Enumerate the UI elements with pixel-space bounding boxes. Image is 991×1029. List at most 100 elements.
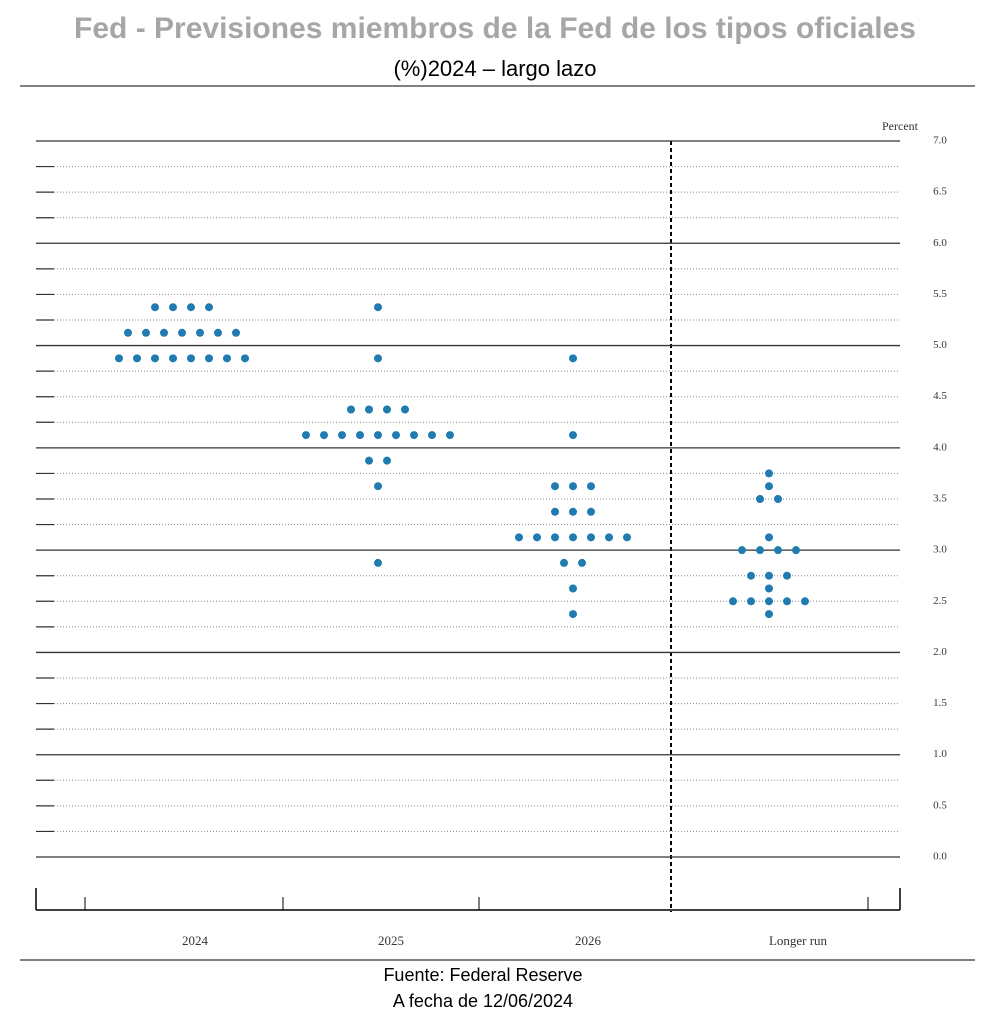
y-tick-label: 5.0 <box>933 339 947 351</box>
dot <box>765 533 773 542</box>
dot <box>205 303 213 312</box>
dot <box>383 405 391 414</box>
dot <box>223 354 231 363</box>
dot <box>205 354 213 363</box>
dot <box>774 546 782 555</box>
dot <box>551 533 559 542</box>
dot <box>124 328 132 337</box>
dot <box>738 546 746 555</box>
dot <box>792 546 800 555</box>
dot <box>151 303 159 312</box>
y-tick-label: 3.0 <box>933 544 947 556</box>
dot <box>747 571 755 580</box>
y-tick-label: 5.5 <box>933 288 947 300</box>
y-tick-label: 2.0 <box>933 646 947 658</box>
dot <box>187 354 195 363</box>
dot <box>374 303 382 312</box>
y-tick-label: 1.5 <box>933 697 947 709</box>
dot <box>169 354 177 363</box>
dot <box>515 533 523 542</box>
chart-title: Fed - Previsiones miembros de la Fed de … <box>74 12 916 45</box>
dot <box>374 558 382 567</box>
y-tick-label: 6.0 <box>933 237 947 249</box>
dot <box>765 482 773 491</box>
dot <box>187 303 195 312</box>
y-tick-label: 4.5 <box>933 390 947 402</box>
dot <box>551 507 559 516</box>
dot <box>347 405 355 414</box>
dot <box>801 597 809 606</box>
dot <box>765 584 773 593</box>
dot <box>783 597 791 606</box>
dot <box>241 354 249 363</box>
dot <box>115 354 123 363</box>
dot <box>302 431 310 440</box>
dot <box>765 469 773 478</box>
dot <box>374 354 382 363</box>
dot <box>756 546 764 555</box>
y-tick-label: 1.0 <box>933 748 947 760</box>
dot <box>587 482 595 491</box>
dot <box>356 431 364 440</box>
y-tick-label: 7.0 <box>933 135 947 147</box>
dot <box>569 431 577 440</box>
y-tick-label: 6.5 <box>933 186 947 198</box>
dot <box>569 507 577 516</box>
dot <box>410 431 418 440</box>
dot <box>783 571 791 580</box>
dot <box>569 584 577 593</box>
y-tick-label: 4.0 <box>933 441 947 453</box>
source: Fuente: Federal Reserve <box>383 965 582 985</box>
dot <box>551 482 559 491</box>
dot <box>587 533 595 542</box>
dot <box>569 482 577 491</box>
dot <box>392 431 400 440</box>
dot <box>142 328 150 337</box>
x-tick-label: 2025 <box>378 933 404 948</box>
dot <box>320 431 328 440</box>
y-tick-label: 2.5 <box>933 595 947 607</box>
y-tick-label: 0.5 <box>933 799 947 811</box>
dot <box>765 597 773 606</box>
dot <box>374 431 382 440</box>
dot <box>569 354 577 363</box>
dot <box>560 558 568 567</box>
dot <box>623 533 631 542</box>
y-tick-label: 0.0 <box>933 851 947 863</box>
dot <box>365 405 373 414</box>
y-tick-label: 3.5 <box>933 493 947 505</box>
dot <box>196 328 204 337</box>
dot <box>587 507 595 516</box>
dot <box>756 495 764 503</box>
dot <box>765 610 773 619</box>
dot <box>383 456 391 465</box>
y-axis-label: Percent <box>882 119 919 133</box>
dot <box>178 328 186 337</box>
date: A fecha de 12/06/2024 <box>393 991 573 1011</box>
dot <box>374 482 382 491</box>
dot <box>160 328 168 337</box>
dot <box>747 597 755 606</box>
dot <box>232 328 240 337</box>
dot <box>338 431 346 440</box>
dot <box>365 456 373 465</box>
dot <box>533 533 541 542</box>
dot <box>446 431 454 440</box>
dot <box>428 431 436 440</box>
chart-subtitle: (%)2024 – largo lazo <box>393 56 596 81</box>
x-tick-label: 2026 <box>575 933 602 948</box>
x-tick-label: 2024 <box>182 933 209 948</box>
dot <box>169 303 177 312</box>
dot <box>569 610 577 619</box>
dot <box>214 328 222 337</box>
dot <box>569 533 577 542</box>
x-tick-label: Longer run <box>769 933 828 948</box>
dot <box>605 533 613 542</box>
dot <box>401 405 409 414</box>
dot <box>729 597 737 606</box>
dot <box>765 571 773 580</box>
dot <box>151 354 159 363</box>
dot <box>578 558 586 567</box>
